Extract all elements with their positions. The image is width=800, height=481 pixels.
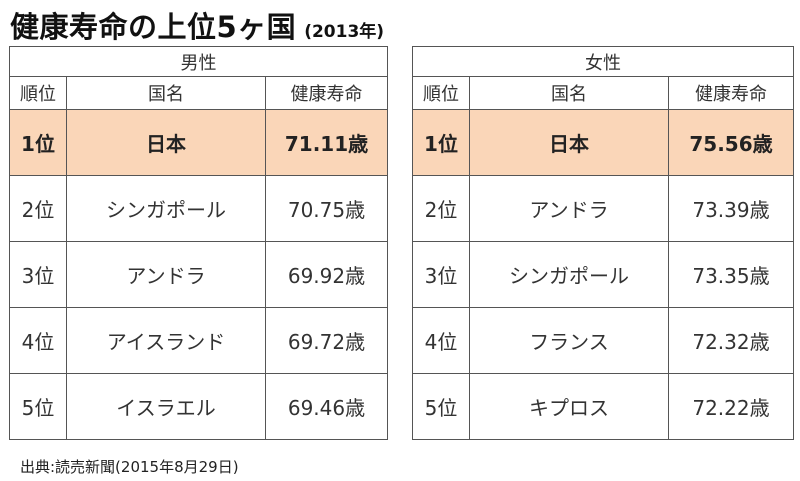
female-rank-cell: 1位 — [412, 109, 470, 176]
female-life-cell: 72.22歳 — [668, 373, 794, 440]
male-life-cell: 71.11歳 — [265, 109, 388, 176]
male-table-row: 3位 アンドラ 69.92歳 — [9, 241, 388, 308]
female-life-header: 健康寿命 — [668, 76, 794, 110]
female-table-row: 3位 シンガポール 73.35歳 — [412, 241, 794, 308]
male-country-cell: シンガポール — [66, 175, 266, 242]
male-rank-cell: 1位 — [9, 109, 67, 176]
male-life-header: 健康寿命 — [265, 76, 388, 110]
male-country-cell: イスラエル — [66, 373, 266, 440]
female-life-cell: 73.39歳 — [668, 175, 794, 242]
female-table-row: 1位 日本 75.56歳 — [412, 109, 794, 176]
female-country-cell: シンガポール — [469, 241, 669, 308]
title-year: (2013年) — [304, 22, 385, 42]
male-life-cell: 69.92歳 — [265, 241, 388, 308]
female-rank-header: 順位 — [412, 76, 470, 110]
male-country-cell: アイスランド — [66, 307, 266, 374]
female-rank-cell: 5位 — [412, 373, 470, 440]
female-country-cell: フランス — [469, 307, 669, 374]
female-rank-cell: 3位 — [412, 241, 470, 308]
male-rank-cell: 5位 — [9, 373, 67, 440]
male-rank-cell: 4位 — [9, 307, 67, 374]
source-note: 出典:読売新聞(2015年8月29日) — [20, 458, 239, 476]
female-country-cell: アンドラ — [469, 175, 669, 242]
female-column-header-row: 順位 国名 健康寿命 — [412, 76, 794, 110]
male-life-cell: 69.46歳 — [265, 373, 388, 440]
male-country-header: 国名 — [66, 76, 266, 110]
male-life-cell: 70.75歳 — [265, 175, 388, 242]
male-life-cell: 69.72歳 — [265, 307, 388, 374]
female-country-header: 国名 — [469, 76, 669, 110]
female-rank-cell: 2位 — [412, 175, 470, 242]
male-table-row: 1位 日本 71.11歳 — [9, 109, 388, 176]
female-country-cell: 日本 — [469, 109, 669, 176]
male-table-row: 4位 アイスランド 69.72歳 — [9, 307, 388, 374]
male-column-header-row: 順位 国名 健康寿命 — [9, 76, 388, 110]
female-country-cell: キプロス — [469, 373, 669, 440]
title-main: 健康寿命の上位5ヶ国 — [10, 10, 297, 44]
female-life-cell: 72.32歳 — [668, 307, 794, 374]
male-gender-row: 男性 — [9, 46, 388, 77]
male-table-row: 2位 シンガポール 70.75歳 — [9, 175, 388, 242]
male-table-row: 5位 イスラエル 69.46歳 — [9, 373, 388, 440]
female-table-row: 2位 アンドラ 73.39歳 — [412, 175, 794, 242]
male-country-cell: アンドラ — [66, 241, 266, 308]
male-country-cell: 日本 — [66, 109, 266, 176]
female-table: 女性 順位 国名 健康寿命 1位 日本 75.56歳 2位 アンドラ 73.39… — [412, 46, 794, 440]
male-rank-header: 順位 — [9, 76, 67, 110]
male-rank-cell: 2位 — [9, 175, 67, 242]
female-table-row: 4位 フランス 72.32歳 — [412, 307, 794, 374]
male-table: 男性 順位 国名 健康寿命 1位 日本 71.11歳 2位 シンガポール 70.… — [9, 46, 388, 440]
female-life-cell: 75.56歳 — [668, 109, 794, 176]
female-table-row: 5位 キプロス 72.22歳 — [412, 373, 794, 440]
female-rank-cell: 4位 — [412, 307, 470, 374]
page-title: 健康寿命の上位5ヶ国 (2013年) — [10, 4, 384, 44]
male-rank-cell: 3位 — [9, 241, 67, 308]
female-gender-row: 女性 — [412, 46, 794, 77]
male-gender-header: 男性 — [9, 46, 388, 77]
female-life-cell: 73.35歳 — [668, 241, 794, 308]
female-gender-header: 女性 — [412, 46, 794, 77]
